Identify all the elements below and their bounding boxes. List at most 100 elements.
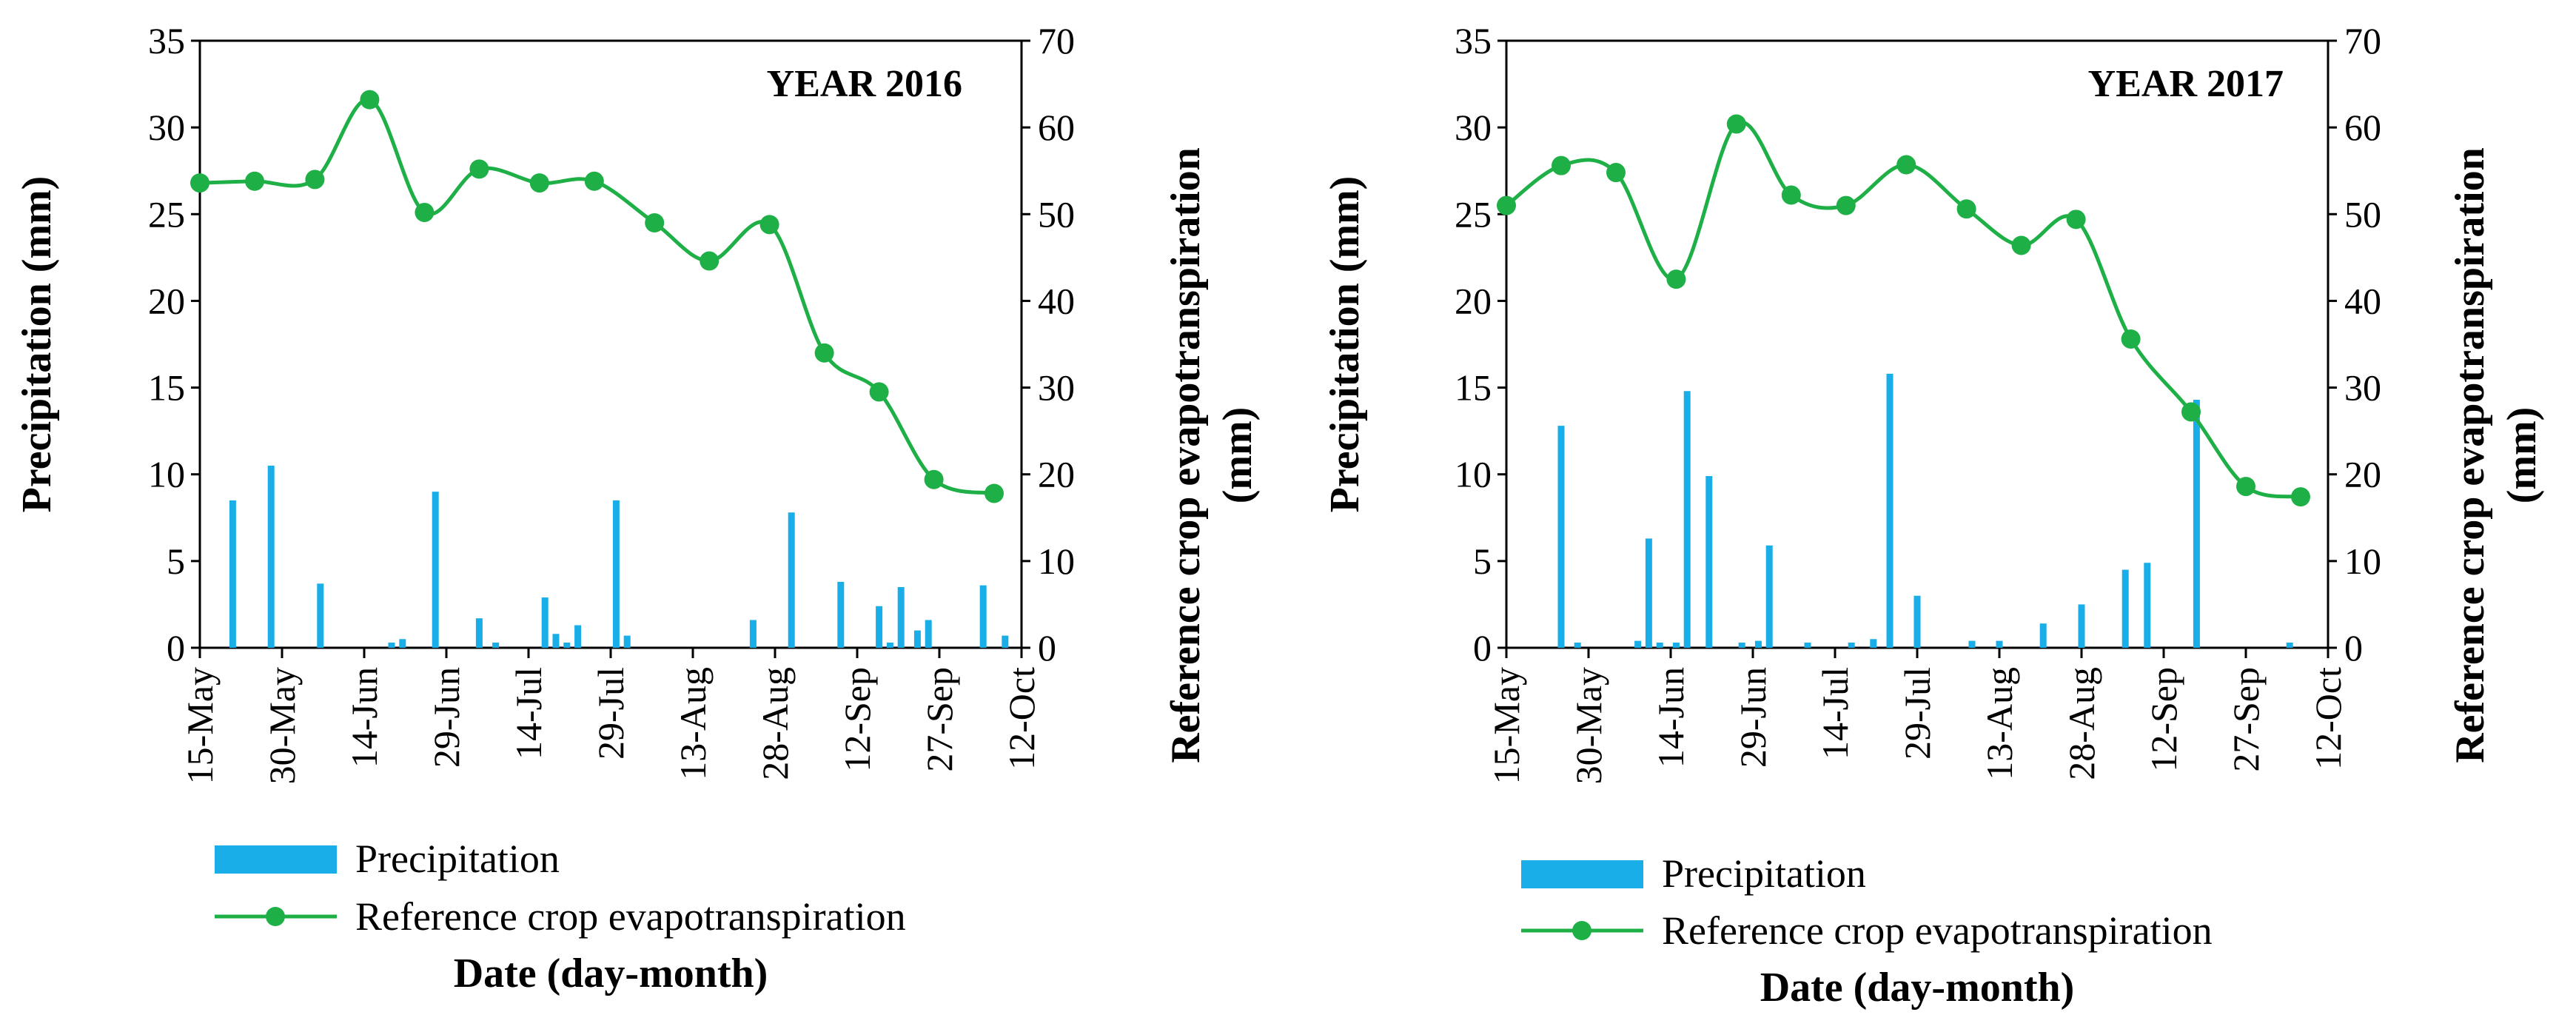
- precipitation-bar: [612, 500, 620, 648]
- precipitation-bar: [492, 642, 500, 648]
- x-tick-label: 12-Oct: [2307, 667, 2349, 770]
- evapotranspiration-point: [869, 382, 889, 402]
- x-tick-label: 12-Sep: [2143, 667, 2184, 772]
- precipitation-bar: [475, 618, 483, 648]
- left-y-tick-label: 25: [148, 193, 185, 235]
- x-tick-label: 12-Sep: [836, 667, 878, 772]
- precipitation-bar: [1754, 640, 1762, 648]
- x-tick-label: 14-Jun: [343, 667, 385, 768]
- left-y-tick-label: 0: [1473, 627, 1492, 669]
- precipitation-bar: [317, 583, 324, 648]
- x-tick-label: 30-May: [261, 667, 303, 784]
- right-y-tick-label: 50: [2344, 193, 2381, 235]
- x-axis-title: Date (day-month): [454, 951, 768, 996]
- x-tick-label: 13-Aug: [1979, 667, 2020, 780]
- x-tick-label: 29-Jun: [426, 667, 467, 768]
- x-tick-label: 29-Jun: [1732, 667, 1774, 768]
- evapotranspiration-point: [985, 483, 1004, 503]
- evapotranspiration-point: [245, 171, 264, 191]
- x-tick-label: 30-May: [1568, 667, 1609, 784]
- legend-precipitation-swatch: [215, 845, 337, 874]
- x-tick-label: 27-Sep: [2225, 667, 2267, 772]
- precipitation-bar: [1656, 642, 1663, 648]
- precipitation-bar: [552, 634, 560, 648]
- right-axis-title-line1: Reference crop evapotranspiration: [1163, 147, 1209, 763]
- precipitation-bar: [1002, 635, 1009, 648]
- precipitation-bar: [267, 466, 275, 648]
- precipitation-bar: [886, 642, 893, 648]
- x-tick-label: 15-May: [179, 667, 221, 784]
- x-tick-label: 12-Oct: [1001, 667, 1042, 770]
- left-y-tick-label: 5: [167, 540, 185, 582]
- evapotranspiration-point: [1552, 155, 1571, 175]
- left-y-tick-label: 5: [1473, 540, 1492, 582]
- evapotranspiration-point: [584, 171, 604, 191]
- panel-title: YEAR 2017: [2088, 63, 2284, 105]
- x-tick-label: 15-May: [1486, 667, 1527, 784]
- precipitation-bar: [2039, 623, 2047, 648]
- evapotranspiration-point: [1896, 155, 1916, 175]
- precipitation-bar: [913, 630, 921, 648]
- legend-precipitation-label: Precipitation: [355, 837, 560, 881]
- evapotranspiration-point: [1497, 195, 1516, 215]
- left-y-tick-label: 10: [1455, 454, 1492, 495]
- x-tick-label: 14-Jul: [1814, 667, 1856, 760]
- x-tick-label: 14-Jul: [508, 667, 549, 760]
- precipitation-bar: [399, 639, 406, 648]
- evapotranspiration-point: [1836, 195, 1856, 215]
- evapotranspiration-point: [305, 170, 325, 190]
- precipitation-bar: [563, 642, 571, 648]
- right-y-tick-label: 0: [2344, 627, 2363, 669]
- evapotranspiration-point: [1726, 114, 1746, 134]
- evapotranspiration-line: [1505, 120, 2301, 499]
- precipitation-bar: [1870, 639, 1877, 648]
- right-y-tick-label: 60: [2344, 107, 2381, 148]
- left-y-tick-label: 30: [1455, 107, 1492, 148]
- right-y-tick-label: 10: [2344, 540, 2381, 582]
- precipitation-bar: [1672, 642, 1680, 648]
- evapotranspiration-point: [924, 469, 944, 489]
- precipitation-bar: [1996, 640, 2003, 648]
- evapotranspiration-point: [469, 159, 489, 179]
- right-axis-title-line2: (mm): [2499, 407, 2545, 504]
- left-y-tick-label: 10: [148, 454, 185, 495]
- precipitation-bar: [541, 597, 549, 648]
- precipitation-bar: [1574, 642, 1581, 648]
- right-y-tick-label: 70: [1038, 20, 1075, 61]
- precipitation-bar: [1804, 642, 1811, 648]
- left-y-tick-label: 35: [1455, 20, 1492, 61]
- plot-frame: [1505, 39, 2330, 649]
- legend-et-marker: [266, 907, 285, 926]
- right-axis-title-line2: (mm): [1215, 407, 1261, 504]
- chart-panel-2016: 0 5 10 15 20 25 30 35 0 10 20 30 40 50 60 70 15-May 30-Ma…: [14, 20, 1261, 996]
- precipitation-bar: [2078, 604, 2085, 648]
- precipitation-bar: [979, 585, 987, 648]
- left-y-tick-label: 20: [1455, 280, 1492, 321]
- x-tick-label: 27-Sep: [919, 667, 960, 772]
- precipitation-bar: [2286, 642, 2293, 648]
- right-y-tick-label: 0: [1038, 627, 1056, 669]
- evapotranspiration-line: [199, 98, 995, 495]
- precipitation-bar: [1738, 642, 1745, 648]
- x-tick-label: 13-Aug: [672, 667, 714, 780]
- evapotranspiration-point: [415, 202, 435, 222]
- precipitation-bar: [1683, 391, 1691, 648]
- precipitation-bar: [1645, 538, 1652, 648]
- evapotranspiration-point: [1956, 199, 1976, 219]
- panel-title: YEAR 2016: [767, 63, 962, 105]
- evapotranspiration-point: [1781, 185, 1801, 205]
- precipitation-bar: [2193, 399, 2200, 648]
- evapotranspiration-point: [2291, 487, 2310, 507]
- evapotranspiration-point: [360, 90, 380, 110]
- left-y-tick-label: 15: [1455, 367, 1492, 409]
- left-y-tick-label: 30: [148, 107, 185, 148]
- evapotranspiration-point: [1666, 269, 1686, 289]
- x-tick-label: 28-Aug: [754, 667, 796, 780]
- evapotranspiration-point: [2121, 329, 2141, 349]
- precipitation-bar: [1557, 426, 1565, 648]
- evapotranspiration-point: [190, 173, 209, 193]
- precipitation-bar: [1765, 545, 1773, 648]
- precipitation-bar: [837, 581, 845, 648]
- legend-precipitation-swatch: [1521, 860, 1643, 888]
